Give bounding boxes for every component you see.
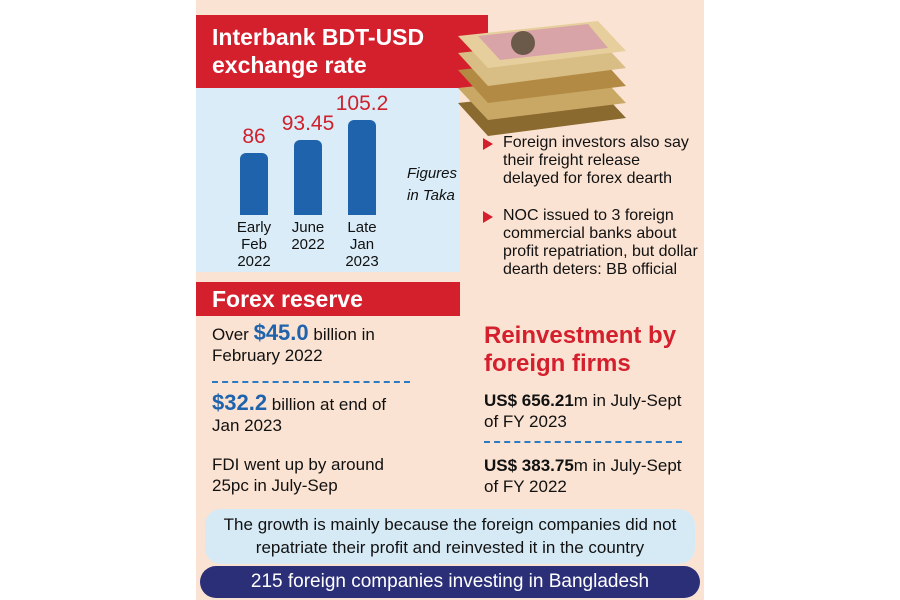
bar-chart: 86 Early Feb 2022 93.45 June 2022 105.2 Late … bbox=[196, 88, 460, 272]
amount: US$ 383.75 bbox=[484, 456, 574, 475]
value-label: 86 bbox=[242, 125, 266, 149]
growth-note: The growth is mainly because the foreign… bbox=[205, 509, 695, 564]
x-tick-label: June 2022 bbox=[291, 219, 325, 253]
bar bbox=[294, 140, 322, 215]
money-illustration bbox=[458, 21, 626, 136]
chart-title: Interbank BDT-USD exchange rate bbox=[196, 15, 488, 88]
section-title: Reinvestment by foreign firms bbox=[484, 322, 677, 377]
banknote-stack bbox=[458, 21, 626, 136]
divider bbox=[484, 441, 682, 443]
bar bbox=[240, 153, 268, 215]
bullet-marker bbox=[483, 138, 493, 150]
divider bbox=[212, 381, 410, 383]
forex-item: Over $45.0 billion in February 2022 bbox=[212, 322, 412, 366]
value-label: 93.45 bbox=[281, 112, 335, 136]
highlight: $32.2 bbox=[212, 390, 268, 415]
highlight: $45.0 bbox=[253, 320, 309, 345]
text: m in July-Sept of FY 2022 bbox=[484, 456, 682, 496]
x-tick-label: Early Feb 2022 bbox=[236, 219, 272, 270]
reinvestment-item: US$ 383.75m in July-Sept of FY 2022 bbox=[484, 455, 694, 497]
text: billion at end of Jan 2023 bbox=[212, 395, 387, 435]
text: Over bbox=[212, 325, 249, 344]
bullet-marker bbox=[483, 211, 493, 223]
bullet-text: NOC issued to 3 foreign commercial banks… bbox=[503, 207, 698, 278]
bullet-text: Foreign investors also say their freight… bbox=[503, 134, 689, 187]
section-title: Forex reserve bbox=[196, 282, 460, 316]
text: m in July-Sept of FY 2023 bbox=[484, 391, 682, 431]
x-tick-label: Late Jan 2023 bbox=[345, 219, 379, 270]
forex-item: $32.2 billion at end of Jan 2023 bbox=[212, 392, 412, 436]
reinvestment-item: US$ 656.21m in July-Sept of FY 2023 bbox=[484, 390, 694, 432]
text: billion in February 2022 bbox=[212, 325, 375, 365]
bar bbox=[348, 120, 376, 215]
annotation: Figures in Taka bbox=[407, 165, 458, 204]
fdi-note: FDI went up by around 25pc in July-Sep bbox=[212, 455, 384, 495]
footer-banner: 215 foreign companies investing in Bangl… bbox=[200, 566, 700, 598]
value-label: 105.2 bbox=[335, 92, 389, 116]
amount: US$ 656.21 bbox=[484, 391, 574, 410]
